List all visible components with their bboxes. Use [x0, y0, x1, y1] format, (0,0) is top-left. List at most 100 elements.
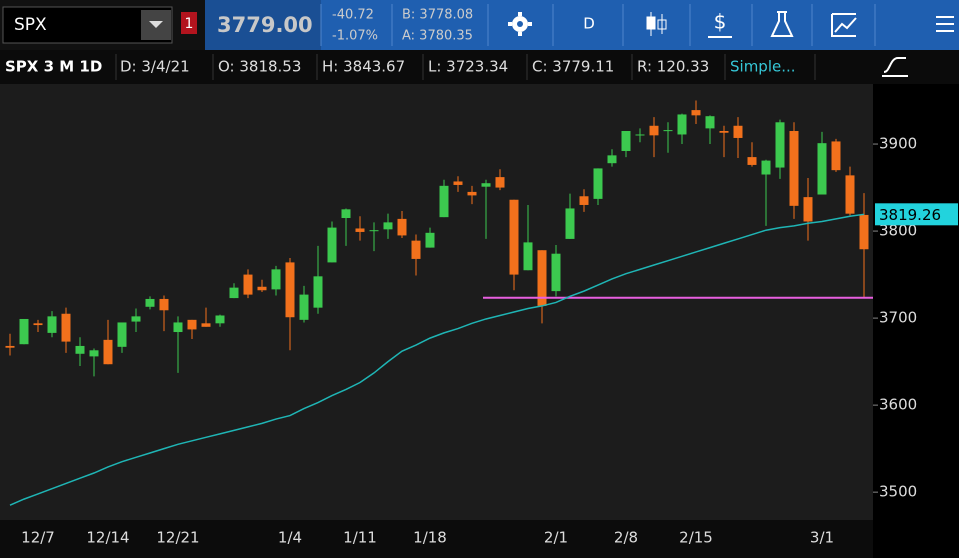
x-tick-label: 2/15: [679, 529, 713, 547]
x-tick-label: 1/11: [343, 529, 377, 547]
price-area: [205, 0, 321, 50]
info-date: D: 3/4/21: [120, 58, 190, 76]
candle-body: [369, 230, 379, 232]
candle-body: [621, 130, 631, 152]
candle-body: [593, 168, 603, 199]
candle-body: [187, 319, 197, 330]
candle-body: [551, 253, 561, 292]
candle-body: [201, 323, 211, 327]
candle-body: [467, 191, 477, 196]
info-low: L: 3723.34: [428, 58, 508, 76]
candle-body: [271, 269, 281, 290]
svg-text:$: $: [714, 10, 727, 34]
candle-icon[interactable]: [646, 12, 667, 36]
candle-body: [299, 294, 309, 320]
candle-body: [509, 199, 519, 275]
candle-body: [481, 183, 491, 187]
candle-body: [327, 227, 337, 263]
drawing-icon[interactable]: [831, 13, 857, 37]
candle-body: [691, 110, 701, 116]
candle-body: [761, 160, 771, 175]
symbol: SPX: [14, 15, 47, 35]
info-close: C: 3779.11: [532, 58, 614, 76]
candle-body: [495, 177, 505, 188]
candle-body: [579, 196, 589, 205]
candle-body: [341, 209, 351, 219]
candle-body: [61, 313, 71, 342]
chart-title: SPX 3 M 1D: [5, 58, 102, 76]
x-tick-label: 12/14: [86, 529, 129, 547]
candle-body: [649, 125, 659, 136]
aggregation[interactable]: D: [583, 15, 595, 33]
candle-body: [453, 181, 463, 185]
alert-count: 1: [185, 16, 194, 32]
candle-body: [635, 134, 645, 136]
dollar-icon[interactable]: $: [708, 10, 732, 38]
x-tick-label: 2/1: [544, 529, 568, 547]
dropdown-arrow: [149, 21, 163, 28]
last-price: 3779.00: [217, 13, 313, 37]
candle-body: [565, 208, 575, 239]
x-tick-label: 12/21: [156, 529, 199, 547]
candle-body: [145, 298, 155, 307]
plot-area: [0, 84, 873, 520]
candle-body: [537, 250, 547, 306]
candle-body: [523, 242, 533, 271]
info-high: H: 3843.67: [322, 58, 405, 76]
candle-body: [831, 141, 841, 171]
y-tick-label: 3900: [879, 135, 917, 153]
candle-body: [397, 218, 407, 236]
candle-body: [215, 315, 225, 324]
study-name[interactable]: Simple...: [730, 58, 796, 76]
time-axis: [0, 520, 873, 558]
candle-body: [159, 298, 169, 311]
candle-body: [103, 339, 113, 365]
change-pct: -1.07%: [332, 29, 378, 44]
moving-average: [9, 213, 865, 506]
gear-icon[interactable]: [508, 12, 532, 36]
x-tick-label: 3/1: [810, 529, 834, 547]
x-tick-label: 1/18: [413, 529, 447, 547]
ma-price-label: 3819.26: [879, 206, 941, 224]
candle-body: [733, 125, 743, 138]
candle-body: [789, 130, 799, 206]
candle-body: [677, 114, 687, 135]
price-axis: [873, 84, 959, 558]
candle-body: [243, 274, 253, 295]
x-tick-label: 12/7: [21, 529, 55, 547]
candle-body: [33, 323, 43, 326]
candle-body: [131, 316, 141, 322]
candle-body: [229, 287, 239, 299]
candle-body: [383, 222, 393, 230]
style-icon[interactable]: [882, 57, 908, 77]
candle-body: [817, 143, 827, 195]
info-separators: [115, 54, 816, 80]
candle-body: [439, 185, 449, 218]
candle-body: [313, 276, 323, 308]
flask-icon[interactable]: [770, 11, 794, 37]
candle-body: [411, 240, 421, 259]
candle-body: [719, 130, 729, 133]
candle-body: [257, 286, 267, 291]
x-tick-label: 2/8: [614, 529, 638, 547]
candle-body: [663, 130, 673, 132]
y-tick-label: 3500: [879, 483, 917, 501]
alert-badge[interactable]: [181, 12, 197, 34]
menu-icon[interactable]: [936, 16, 954, 32]
candle-body: [747, 157, 757, 165]
bid: B: 3778.08: [402, 8, 473, 23]
candle-body: [285, 262, 295, 318]
candle-body: [173, 322, 183, 333]
candle-body: [47, 316, 57, 333]
y-tick-label: 3700: [879, 309, 917, 327]
ask: A: 3780.35: [402, 29, 473, 44]
candle-body: [75, 345, 85, 354]
candle-body: [117, 322, 127, 347]
info-bar: [0, 50, 959, 84]
y-tick-label: 3600: [879, 396, 917, 414]
info-open: O: 3818.53: [218, 58, 301, 76]
x-tick-label: 1/4: [278, 529, 302, 547]
candle-body: [89, 350, 99, 357]
info-range: R: 120.33: [637, 58, 709, 76]
